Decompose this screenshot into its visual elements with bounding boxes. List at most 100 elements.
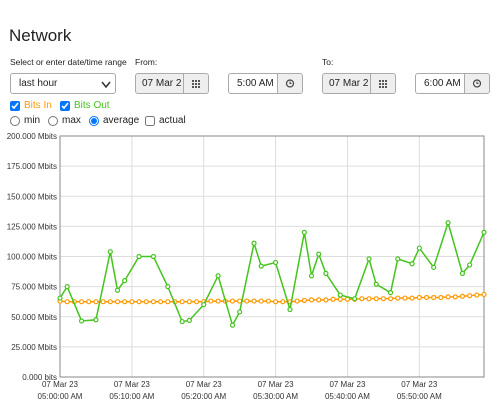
- radio[interactable]: [10, 115, 20, 126]
- x-tick-label: 05:00:00 AM: [38, 392, 83, 401]
- checkbox[interactable]: [10, 100, 20, 111]
- checkbox[interactable]: [60, 100, 70, 111]
- data-point: [165, 284, 171, 290]
- data-point: [301, 229, 307, 236]
- from-time-text: 5:00 AM: [237, 78, 274, 89]
- y-tick-label: 0.000 bits: [22, 373, 57, 382]
- data-point: [122, 299, 128, 305]
- data-point: [136, 253, 142, 260]
- checkbox[interactable]: [145, 115, 155, 126]
- data-point: [423, 294, 430, 301]
- legend-label: Bits Out: [74, 100, 110, 111]
- x-tick-date: 07 Mar 23: [42, 380, 79, 389]
- data-point: [136, 299, 142, 305]
- data-point: [208, 298, 214, 304]
- y-tick-label: 25.000 Mbits: [11, 343, 57, 352]
- mode-average[interactable]: average: [87, 115, 139, 126]
- data-point: [237, 309, 243, 315]
- data-point: [308, 297, 315, 303]
- data-point: [395, 295, 401, 301]
- calendar-button[interactable]: [183, 74, 208, 93]
- calendar-button[interactable]: [370, 74, 395, 93]
- calendar-icon: [192, 80, 200, 88]
- data-point: [316, 251, 322, 257]
- from-label: From:: [135, 57, 158, 67]
- data-point: [107, 249, 113, 255]
- x-tick-date: 07 Mar 23: [186, 380, 223, 389]
- data-point: [459, 270, 466, 276]
- data-point: [308, 273, 315, 279]
- x-tick-date: 07 Mar 23: [329, 380, 366, 389]
- radio[interactable]: [48, 115, 58, 126]
- data-point: [323, 297, 329, 303]
- data-point: [150, 299, 157, 305]
- data-point: [215, 298, 221, 304]
- to-time[interactable]: 6:00 AM: [415, 73, 490, 94]
- data-point: [229, 322, 236, 328]
- data-point: [143, 299, 149, 305]
- data-point: [337, 292, 343, 298]
- mode-max[interactable]: max: [46, 115, 81, 126]
- data-point: [93, 317, 99, 323]
- data-point: [186, 299, 192, 305]
- toggle-bits-in[interactable]: Bits In: [8, 100, 52, 111]
- chart: 0.000 bits 25.000 Mbits 50.000 Mbits 75.000…: [7, 132, 487, 401]
- x-tick-label: 05:10:00 AM: [109, 392, 154, 401]
- to-time-text: 6:00 AM: [424, 78, 461, 89]
- data-point: [474, 292, 480, 298]
- data-point: [366, 296, 372, 302]
- from-time[interactable]: 5:00 AM: [228, 73, 303, 94]
- mode-label: max: [62, 115, 81, 126]
- data-point: [64, 299, 70, 305]
- data-point: [229, 298, 236, 304]
- data-point: [416, 245, 422, 251]
- from-date[interactable]: 07 Mar 2: [135, 73, 209, 94]
- data-point: [337, 296, 343, 302]
- data-point: [409, 261, 415, 267]
- clock-button[interactable]: [277, 74, 302, 93]
- data-point: [445, 220, 451, 226]
- data-point: [380, 296, 386, 302]
- data-point: [438, 294, 444, 301]
- data-point: [294, 298, 300, 304]
- legend-label: Bits In: [24, 100, 52, 111]
- data-point: [179, 299, 185, 305]
- x-tick-date: 07 Mar 23: [258, 380, 295, 389]
- data-point: [251, 298, 257, 304]
- toggle-bits-out[interactable]: Bits Out: [58, 100, 110, 111]
- series-line: [59, 220, 485, 328]
- data-point: [258, 298, 264, 304]
- data-point: [481, 291, 487, 298]
- mode-min[interactable]: min: [8, 115, 40, 126]
- x-tick-label: 05:20:00 AM: [181, 392, 226, 401]
- x-tick-date: 07 Mar 23: [114, 380, 151, 389]
- data-point: [459, 293, 466, 299]
- data-point: [122, 278, 128, 284]
- data-point: [114, 299, 121, 305]
- data-point: [287, 306, 293, 313]
- data-point: [395, 256, 401, 262]
- data-point: [165, 299, 171, 305]
- x-tick-label: 05:50:00 AM: [397, 392, 442, 401]
- calendar-icon: [379, 80, 387, 88]
- data-point: [431, 264, 437, 270]
- data-point: [215, 273, 221, 279]
- mode-label: actual: [159, 115, 186, 126]
- to-date[interactable]: 07 Mar 2: [322, 73, 396, 94]
- data-point: [265, 298, 272, 304]
- data-point: [244, 298, 250, 304]
- y-tick-label: 175.000 Mbits: [7, 162, 57, 171]
- data-point: [416, 294, 422, 301]
- data-point: [467, 262, 473, 268]
- range-select[interactable]: last hour: [10, 73, 116, 94]
- clock-button[interactable]: [464, 74, 489, 93]
- data-point: [272, 299, 279, 305]
- data-point: [467, 293, 473, 299]
- clock-icon: [472, 79, 482, 88]
- data-point: [78, 299, 85, 305]
- y-tick-label: 75.000 Mbits: [11, 283, 57, 292]
- x-tick-label: 05:30:00 AM: [253, 392, 298, 401]
- data-point: [78, 318, 85, 324]
- mode-actual[interactable]: actual: [143, 115, 186, 126]
- radio[interactable]: [89, 115, 99, 126]
